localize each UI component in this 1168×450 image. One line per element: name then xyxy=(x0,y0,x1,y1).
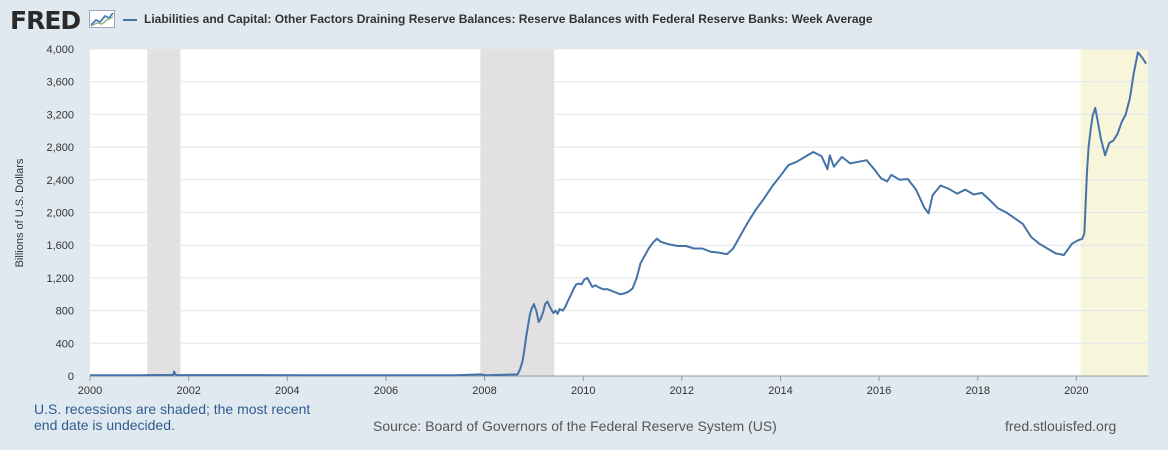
x-tick-label: 2018 xyxy=(966,385,990,397)
y-tick-label: 400 xyxy=(56,338,74,350)
legend-swatch xyxy=(123,19,137,21)
site-link[interactable]: fred.stlouisfed.org xyxy=(1005,418,1117,434)
plot-area: 0 400 800 1,200 1,600 2,000 2,400 2,800 3,200 3,6… xyxy=(46,44,1148,397)
y-tick-label: 2,800 xyxy=(46,142,74,154)
x-tick-label: 2014 xyxy=(768,385,792,397)
chart-canvas: 0 400 800 1,200 1,600 2,000 2,400 2,800 3,200 3,6… xyxy=(14,44,1148,397)
y-tick-label: 800 xyxy=(56,306,74,318)
x-tick-label: 2002 xyxy=(176,385,200,397)
y-axis-label: Billions of U.S. Dollars xyxy=(14,158,26,267)
y-tick-label: 3,600 xyxy=(46,77,74,89)
recession-note: U.S. recessions are shaded; the most rec… xyxy=(34,401,311,433)
y-tick-label: 2,000 xyxy=(46,208,74,220)
x-tick-label: 2000 xyxy=(78,385,102,397)
x-tick-label: 2004 xyxy=(275,385,299,397)
x-tick-label: 2020 xyxy=(1064,385,1088,397)
legend-label: Liabilities and Capital: Other Factors D… xyxy=(144,12,873,26)
x-tick-label: 2008 xyxy=(472,385,496,397)
y-tick-label: 1,600 xyxy=(46,240,74,252)
y-tick-label: 4,000 xyxy=(46,44,74,56)
chart-header: FRED Liabilities and Capital: Other Fact… xyxy=(0,0,1168,40)
x-tick-label: 2012 xyxy=(670,385,694,397)
y-tick-label: 0 xyxy=(68,371,74,383)
y-tick-label: 2,400 xyxy=(46,175,74,187)
fred-logo-graph-icon xyxy=(89,10,115,28)
x-tick-label: 2010 xyxy=(571,385,595,397)
fred-logo[interactable]: FRED xyxy=(10,6,81,35)
source-note: Source: Board of Governors of the Federa… xyxy=(373,418,777,434)
x-tick-label: 2006 xyxy=(374,385,398,397)
series-line-0 xyxy=(89,51,1147,377)
y-tick-label: 1,200 xyxy=(46,273,74,285)
y-tick-label: 3,200 xyxy=(46,109,74,121)
x-tick-label: 2016 xyxy=(867,385,891,397)
